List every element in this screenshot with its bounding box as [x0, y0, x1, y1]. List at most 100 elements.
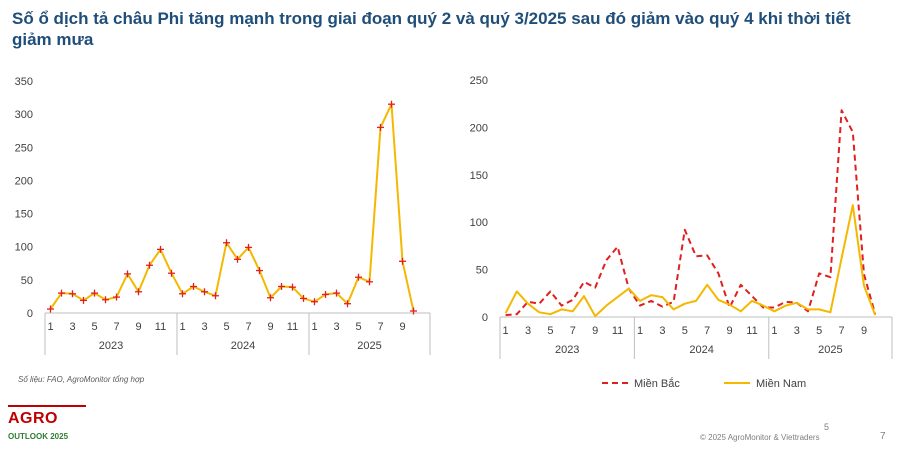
x-tick-label: 5 — [816, 325, 822, 337]
data-point — [113, 293, 120, 301]
data-point — [69, 290, 76, 298]
data-point — [168, 269, 175, 277]
copyright-text: © 2025 AgroMonitor & Viettraders — [700, 433, 820, 442]
y-tick-label: 100 — [15, 242, 33, 254]
series-line-miền-bắc — [505, 109, 877, 317]
x-tick-label: 9 — [399, 321, 405, 333]
x-tick-label: 5 — [223, 321, 229, 333]
data-point — [333, 289, 340, 297]
data-point — [58, 289, 65, 297]
x-tick-label: 3 — [659, 325, 665, 337]
x-tick-label: 3 — [794, 325, 800, 337]
data-point — [91, 289, 98, 297]
page-title: Số ổ dịch tả châu Phi tăng mạnh trong gi… — [12, 9, 851, 49]
y-tick-label: 0 — [482, 312, 488, 324]
data-point — [201, 288, 208, 296]
x-group-label: 2024 — [231, 340, 255, 352]
source-note: Số liệu: FAO, AgroMonitor tổng hợp — [18, 375, 145, 384]
x-tick-label: 5 — [355, 321, 361, 333]
data-point — [366, 278, 373, 286]
data-point — [377, 123, 384, 131]
logo-rule — [8, 405, 86, 407]
x-tick-label: 7 — [113, 321, 119, 333]
slide-index: 5 — [824, 422, 830, 432]
series-line-series-0 — [49, 103, 415, 312]
data-point — [146, 261, 153, 269]
data-point — [80, 296, 87, 304]
data-point — [179, 290, 186, 298]
y-tick-label: 200 — [15, 175, 33, 187]
x-group-label: 2025 — [357, 340, 381, 352]
x-tick-label: 1 — [179, 321, 185, 333]
x-group-label: 2023 — [99, 340, 123, 352]
legend-label: Miền Nam — [756, 378, 806, 390]
x-tick-label: 3 — [333, 321, 339, 333]
x-tick-label: 1 — [311, 321, 317, 333]
x-tick-label: 1 — [47, 321, 53, 333]
x-tick-label: 5 — [91, 321, 97, 333]
x-tick-label: 3 — [201, 321, 207, 333]
page-number: 7 — [880, 431, 886, 442]
data-point — [344, 300, 351, 308]
data-point — [399, 257, 406, 265]
x-tick-label: 1 — [637, 325, 643, 337]
data-point — [289, 283, 296, 291]
x-tick-label: 7 — [570, 325, 576, 337]
x-tick-label: 7 — [839, 325, 845, 337]
x-tick-label: 1 — [503, 325, 509, 337]
data-point — [278, 282, 285, 290]
data-point — [234, 255, 241, 263]
data-point — [355, 273, 362, 281]
y-tick-label: 300 — [15, 109, 33, 121]
x-group-label: 2023 — [555, 344, 579, 356]
data-point — [223, 239, 230, 247]
x-tick-label: 7 — [704, 325, 710, 337]
data-point — [322, 290, 329, 298]
data-point — [47, 305, 54, 313]
y-tick-label: 0 — [27, 308, 33, 320]
y-tick-label: 250 — [15, 142, 33, 154]
x-tick-label: 5 — [547, 325, 553, 337]
y-tick-label: 100 — [470, 217, 488, 229]
data-point — [190, 282, 197, 290]
data-point — [300, 294, 307, 302]
x-group-label: 2025 — [818, 344, 842, 356]
data-point — [388, 100, 395, 108]
x-tick-label: 9 — [592, 325, 598, 337]
data-point — [124, 270, 131, 278]
logo-outlook: OUTLOOK 2025 — [8, 432, 69, 441]
data-point — [410, 307, 417, 315]
data-point — [245, 243, 252, 251]
y-tick-label: 200 — [470, 122, 488, 134]
y-tick-label: 50 — [476, 265, 488, 277]
x-group-label: 2024 — [689, 344, 713, 356]
y-tick-label: 150 — [470, 170, 488, 182]
x-tick-label: 7 — [245, 321, 251, 333]
x-tick-label: 9 — [267, 321, 273, 333]
x-tick-label: 11 — [287, 321, 298, 333]
logo-agro: AGRO — [8, 410, 58, 427]
x-tick-label: 9 — [727, 325, 733, 337]
data-point — [256, 267, 263, 275]
y-tick-label: 50 — [21, 275, 33, 287]
data-point — [311, 298, 318, 306]
data-point — [267, 294, 274, 302]
x-tick-label: 9 — [861, 325, 867, 337]
data-point — [212, 292, 219, 300]
x-tick-label: 1 — [771, 325, 777, 337]
x-tick-label: 11 — [612, 325, 623, 337]
y-tick-label: 150 — [15, 209, 33, 221]
x-tick-label: 5 — [682, 325, 688, 337]
data-point — [102, 296, 109, 304]
data-point — [135, 288, 142, 296]
legend-label: Miền Bắc — [634, 377, 680, 390]
data-point — [157, 245, 164, 253]
y-tick-label: 250 — [470, 75, 488, 87]
x-tick-label: 11 — [155, 321, 166, 333]
x-tick-label: 3 — [69, 321, 75, 333]
x-tick-label: 11 — [746, 325, 757, 337]
series-line-miền-nam — [504, 204, 877, 318]
x-tick-label: 3 — [525, 325, 531, 337]
